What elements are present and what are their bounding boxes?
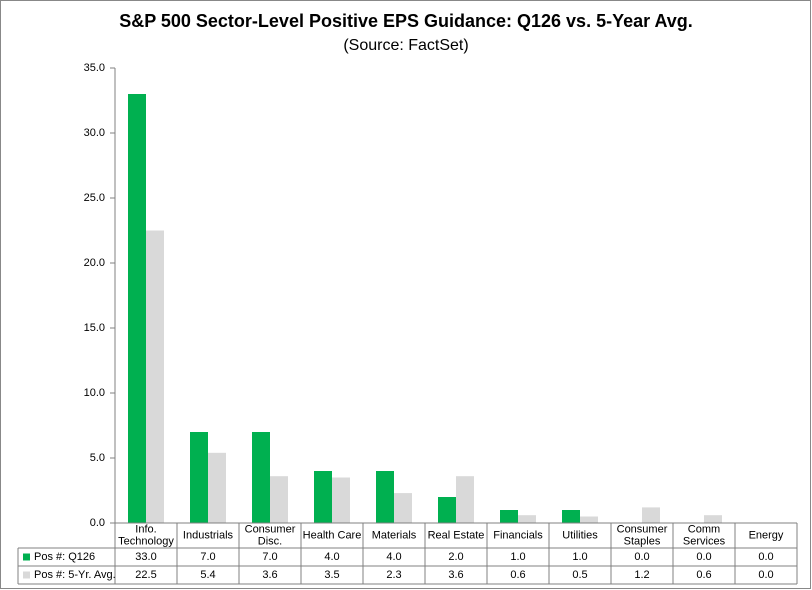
bar bbox=[704, 515, 722, 523]
legend-label: Pos #: Q126 bbox=[34, 551, 95, 563]
legend-swatch bbox=[23, 553, 30, 561]
table-value: 2.0 bbox=[448, 551, 463, 563]
table-value: 0.0 bbox=[634, 551, 649, 563]
table-value: 1.0 bbox=[572, 551, 587, 563]
table-value: 3.6 bbox=[448, 569, 463, 581]
chart-subtitle: (Source: FactSet) bbox=[343, 37, 468, 54]
y-tick-label: 25.0 bbox=[84, 192, 105, 204]
table-value: 0.6 bbox=[696, 569, 711, 581]
y-tick-label: 15.0 bbox=[84, 322, 105, 334]
bar bbox=[270, 476, 288, 523]
table-value: 3.5 bbox=[324, 569, 339, 581]
x-tick-label: Financials bbox=[493, 529, 543, 541]
table-value: 4.0 bbox=[324, 551, 339, 563]
table-value: 0.0 bbox=[758, 569, 773, 581]
bar bbox=[642, 507, 660, 523]
x-tick-label: Real Estate bbox=[428, 529, 485, 541]
table-value: 1.2 bbox=[634, 569, 649, 581]
table-value: 4.0 bbox=[386, 551, 401, 563]
bar bbox=[580, 516, 598, 523]
x-tick-label: Consumer Staples bbox=[617, 523, 668, 547]
table-value: 0.6 bbox=[510, 569, 525, 581]
bar bbox=[252, 432, 270, 523]
bar bbox=[394, 493, 412, 523]
table-value: 22.5 bbox=[135, 569, 156, 581]
bar bbox=[332, 477, 350, 523]
table-value: 7.0 bbox=[262, 551, 277, 563]
bar bbox=[376, 471, 394, 523]
bar bbox=[518, 515, 536, 523]
y-tick-label: 5.0 bbox=[90, 452, 105, 464]
y-tick-label: 30.0 bbox=[84, 127, 105, 139]
x-tick-label: Health Care bbox=[303, 529, 362, 541]
bar bbox=[128, 94, 146, 523]
x-tick-label: Industrials bbox=[183, 529, 234, 541]
y-tick-label: 10.0 bbox=[84, 387, 105, 399]
x-tick-label: Utilities bbox=[562, 529, 598, 541]
x-tick-label: Comm Services bbox=[683, 523, 726, 547]
y-tick-label: 35.0 bbox=[84, 62, 105, 74]
table-value: 0.0 bbox=[758, 551, 773, 563]
table-value: 7.0 bbox=[200, 551, 215, 563]
legend-swatch bbox=[23, 571, 30, 579]
table-value: 3.6 bbox=[262, 569, 277, 581]
y-tick-label: 20.0 bbox=[84, 257, 105, 269]
bar bbox=[190, 432, 208, 523]
x-tick-label: Energy bbox=[749, 529, 784, 541]
bar bbox=[500, 510, 518, 523]
x-tick-label: Info. Technology bbox=[118, 523, 174, 547]
table-value: 5.4 bbox=[200, 569, 215, 581]
legend-label: Pos #: 5-Yr. Avg. bbox=[34, 569, 116, 581]
bar bbox=[314, 471, 332, 523]
table-value: 0.5 bbox=[572, 569, 587, 581]
x-tick-label: Materials bbox=[372, 529, 417, 541]
table-value: 1.0 bbox=[510, 551, 525, 563]
bar bbox=[438, 497, 456, 523]
table-value: 0.0 bbox=[696, 551, 711, 563]
bar bbox=[456, 476, 474, 523]
bar bbox=[562, 510, 580, 523]
x-tick-label: Consumer Disc. bbox=[245, 523, 296, 547]
y-tick-label: 0.0 bbox=[90, 517, 105, 529]
table-value: 33.0 bbox=[135, 551, 156, 563]
chart-title: S&P 500 Sector-Level Positive EPS Guidan… bbox=[119, 11, 693, 31]
bar bbox=[146, 230, 164, 523]
bar bbox=[208, 452, 226, 523]
table-value: 2.3 bbox=[386, 569, 401, 581]
